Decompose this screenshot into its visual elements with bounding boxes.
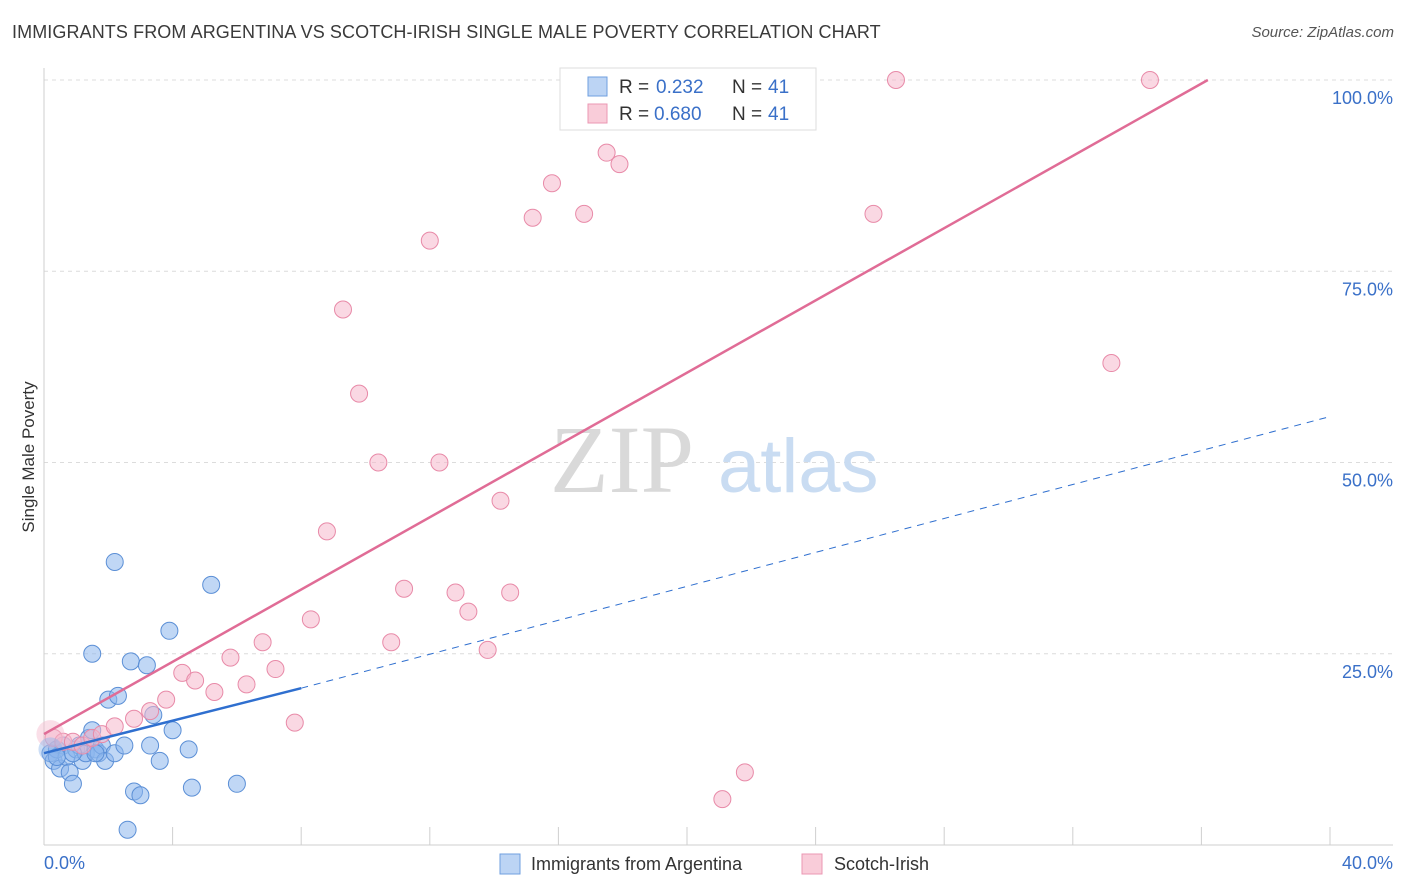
argentina-point-22 xyxy=(105,552,124,571)
legend-swatch-argentina xyxy=(587,76,608,97)
legend-r-value-1: 0.232 xyxy=(656,77,704,98)
x-tick-label-min: 0.0% xyxy=(44,853,85,873)
argentina-point-21 xyxy=(108,686,127,705)
scotch-irish-point-42 xyxy=(1140,71,1159,89)
argentina-point-30 xyxy=(150,751,169,770)
scotch-irish-point-12 xyxy=(205,683,224,701)
y-tick-labels: 25.0% 50.0% 75.0% 100.0% xyxy=(1332,88,1393,682)
argentina-trend-extension xyxy=(301,416,1331,689)
scotch-irish-point-21 xyxy=(350,384,369,403)
y-tick-label-1: 50.0% xyxy=(1342,471,1393,491)
scotch-irish-point-16 xyxy=(266,660,285,679)
legend-n-label-2: N = xyxy=(732,104,762,125)
scotch-irish-point-32 xyxy=(523,208,542,227)
scotch-irish-point-34 xyxy=(575,204,594,223)
legend-r-label-2: R = xyxy=(619,104,649,125)
x-tick-label-max: 40.0% xyxy=(1342,853,1393,873)
scotch-irish-point-14 xyxy=(237,675,256,694)
scotch-irish-point-8 xyxy=(141,702,160,721)
chart-title: IMMIGRANTS FROM ARGENTINA VS SCOTCH-IRIS… xyxy=(12,22,881,42)
y-tick-label-2: 75.0% xyxy=(1342,279,1393,299)
scotch-irish-point-13 xyxy=(221,648,240,667)
scotch-irish-point-9 xyxy=(157,690,176,709)
argentina-point-34 xyxy=(182,778,201,797)
y-tick-label-3: 100.0% xyxy=(1332,88,1393,108)
data-points xyxy=(36,71,1159,839)
argentina-point-35 xyxy=(202,575,221,594)
y-axis-title: Single Male Poverty xyxy=(19,381,38,533)
scotch-irish-point-22 xyxy=(369,453,388,472)
scotch-irish-point-35 xyxy=(597,143,616,162)
series-legend: Immigrants from Argentina Scotch-Irish xyxy=(499,853,929,875)
legend-n-value-1: 41 xyxy=(768,77,789,98)
watermark-zip: ZIP xyxy=(550,406,694,513)
scotch-irish-point-15 xyxy=(253,633,272,652)
scotch-irish-point-41 xyxy=(1102,354,1121,373)
correlation-legend: R = 0.232 N = 41 R = 0.680 N = 41 xyxy=(559,67,817,131)
scotch-irish-point-30 xyxy=(491,491,510,510)
argentina-point-26 xyxy=(131,786,150,805)
argentina-point-7 xyxy=(63,774,82,793)
scotch-irish-point-17 xyxy=(285,713,304,732)
scotch-irish-point-7 xyxy=(125,709,144,728)
scotch-irish-point-33 xyxy=(542,174,561,193)
scotch-irish-point-24 xyxy=(395,579,414,598)
watermark-atlas: atlas xyxy=(718,424,879,509)
argentina-point-28 xyxy=(141,736,160,755)
scotch-irish-point-26 xyxy=(430,453,449,472)
argentina-point-37 xyxy=(118,820,137,839)
scotch-irish-trend-line xyxy=(43,78,1209,736)
argentina-trend-line xyxy=(43,686,302,755)
scotch-irish-point-19 xyxy=(317,522,336,541)
scotch-irish-point-39 xyxy=(864,204,883,223)
argentina-point-32 xyxy=(163,721,182,740)
scotch-irish-point-29 xyxy=(478,640,497,659)
source-credit: Source: ZipAtlas.com xyxy=(1251,24,1394,41)
bottom-legend-label-scotch-irish: Scotch-Irish xyxy=(834,854,929,874)
argentina-point-24 xyxy=(121,652,140,671)
legend-r-label-1: R = xyxy=(619,77,649,98)
argentina-point-33 xyxy=(179,740,198,759)
argentina-point-36 xyxy=(227,774,246,793)
scotch-irish-point-18 xyxy=(301,610,320,629)
scotch-irish-point-27 xyxy=(446,583,465,602)
argentina-cluster-point xyxy=(38,737,63,762)
trend-lines xyxy=(43,78,1331,755)
bottom-legend-swatch-scotch-irish xyxy=(801,853,823,875)
scotch-irish-point-36 xyxy=(610,155,629,174)
legend-swatch-scotch-irish xyxy=(587,103,608,124)
argentina-point-15 xyxy=(83,644,102,663)
argentina-point-23 xyxy=(115,736,134,755)
scotch-irish-point-31 xyxy=(501,583,520,602)
watermark: ZIP atlas xyxy=(550,406,879,513)
scotch-irish-point-38 xyxy=(735,763,754,782)
scotch-irish-point-11 xyxy=(186,671,205,690)
y-tick-label-0: 25.0% xyxy=(1342,662,1393,682)
scotch-irish-point-23 xyxy=(382,633,401,652)
bottom-legend-swatch-argentina xyxy=(499,853,521,875)
legend-n-label-1: N = xyxy=(732,77,762,98)
axes xyxy=(43,68,1393,846)
scotch-irish-point-20 xyxy=(333,300,352,319)
gridlines xyxy=(44,79,1393,655)
legend-n-value-2: 41 xyxy=(768,104,789,125)
scotch-irish-point-25 xyxy=(420,231,439,250)
argentina-point-27 xyxy=(137,656,156,675)
scotch-irish-point-40 xyxy=(886,71,905,89)
scotch-irish-point-28 xyxy=(459,602,478,621)
scotch-irish-point-6 xyxy=(105,717,124,736)
argentina-point-31 xyxy=(160,621,179,640)
scotch-irish-point-37 xyxy=(713,790,732,809)
legend-r-value-2: 0.680 xyxy=(654,104,702,125)
bottom-legend-label-argentina: Immigrants from Argentina xyxy=(531,854,743,874)
